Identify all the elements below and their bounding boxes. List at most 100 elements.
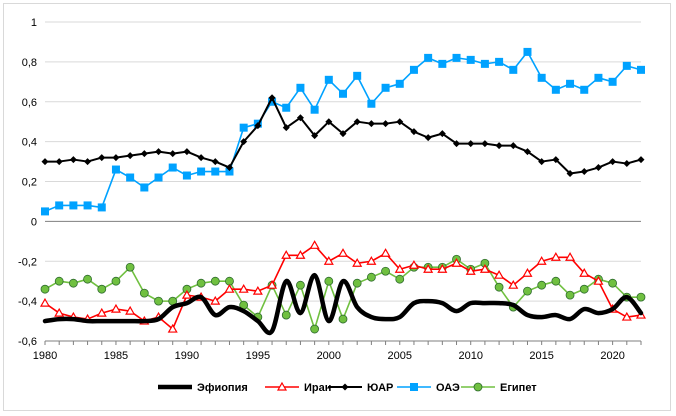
data-point: [310, 324, 320, 334]
legend-label: ЮАР: [367, 382, 393, 394]
data-point: [565, 290, 575, 300]
data-point: [479, 264, 490, 273]
data-point: [494, 269, 505, 279]
data-point: [495, 142, 503, 150]
data-point: [281, 250, 292, 259]
data-point: [366, 256, 377, 265]
data-point: [637, 156, 645, 164]
data-point: [622, 61, 631, 70]
data-point: [381, 83, 390, 92]
data-point: [536, 256, 547, 265]
data-point: [579, 284, 589, 294]
data-point: [240, 138, 248, 146]
data-point: [169, 150, 177, 158]
data-point: [594, 73, 603, 82]
data-point: [453, 140, 461, 148]
data-point: [40, 284, 50, 294]
series-line: [42, 272, 644, 335]
data-point: [155, 148, 163, 156]
data-point: [69, 201, 78, 210]
data-point: [621, 311, 632, 321]
data-point: [466, 55, 475, 64]
data-point: [452, 53, 461, 62]
y-tick-label: 0,4: [22, 137, 37, 149]
y-tick-label: 0,6: [22, 97, 37, 109]
data-point: [183, 148, 191, 156]
data-point: [182, 171, 191, 180]
data-point: [126, 173, 135, 182]
data-point: [126, 152, 134, 160]
data-point: [367, 99, 376, 108]
data-point: [238, 283, 249, 293]
series-1: [39, 240, 647, 333]
series-2: [41, 94, 645, 178]
data-point: [296, 280, 305, 290]
data-point: [352, 278, 362, 288]
legend-label: ОАЭ: [436, 382, 460, 394]
data-point: [424, 53, 433, 62]
series-4: [40, 254, 646, 334]
data-point: [537, 280, 547, 290]
data-point: [41, 207, 49, 216]
data-point: [608, 278, 618, 288]
axis-layer: -0,6 -0,4 -0,2 0 0,2 0,4 0,6 0,8 1 1980 1985 1990 19…: [18, 17, 642, 362]
data-point: [309, 240, 320, 249]
data-point: [580, 85, 589, 94]
chart-frame: [3, 3, 671, 411]
x-tick-label: 2010: [458, 350, 482, 362]
data-point: [523, 148, 531, 156]
data-point: [83, 201, 92, 210]
data-point: [551, 276, 561, 286]
x-tick-label: 1990: [175, 350, 199, 362]
data-point: [282, 124, 290, 132]
data-point: [125, 305, 136, 315]
legend-label: Иран: [304, 382, 331, 394]
data-point: [267, 279, 278, 289]
legend-label: Египет: [500, 382, 537, 394]
y-tick-label: -0,4: [18, 296, 37, 308]
legend-marker: [341, 383, 349, 391]
data-point: [437, 264, 448, 273]
data-point: [523, 47, 532, 56]
data-point: [211, 158, 219, 166]
data-point: [594, 164, 602, 172]
data-point: [593, 275, 604, 285]
data-point: [154, 173, 163, 182]
x-tick-label: 2020: [600, 350, 624, 362]
data-point: [410, 128, 418, 136]
y-tick-label: 0,8: [22, 57, 37, 69]
y-tick-label: 0,2: [22, 177, 37, 189]
data-point: [112, 154, 120, 162]
data-point: [636, 292, 646, 302]
data-point: [394, 264, 405, 273]
x-tick-label: 2005: [388, 350, 412, 362]
data-point: [451, 258, 462, 267]
data-point: [110, 303, 121, 313]
legend-item-2: ЮАР: [328, 382, 393, 394]
y-tick-label: -0,6: [18, 336, 37, 348]
data-point: [97, 284, 107, 294]
legend-item-0: Эфиопия: [158, 382, 248, 394]
data-point: [609, 158, 617, 166]
data-point: [69, 156, 77, 164]
data-point: [565, 252, 576, 261]
x-tick-label: 2000: [317, 350, 341, 362]
data-point: [96, 307, 107, 317]
data-point: [551, 85, 560, 94]
data-point: [111, 165, 120, 174]
data-point: [380, 248, 391, 257]
data-point: [579, 268, 590, 277]
data-point: [509, 65, 518, 74]
data-point: [224, 283, 235, 293]
data-point: [54, 307, 65, 317]
data-point: [310, 105, 319, 114]
data-point: [197, 154, 205, 162]
data-point: [311, 132, 319, 140]
data-point: [481, 140, 489, 148]
data-point: [210, 276, 220, 286]
data-point: [637, 65, 645, 74]
data-point: [352, 258, 363, 267]
data-point: [409, 65, 418, 74]
data-point: [295, 250, 306, 259]
data-point: [424, 134, 432, 142]
